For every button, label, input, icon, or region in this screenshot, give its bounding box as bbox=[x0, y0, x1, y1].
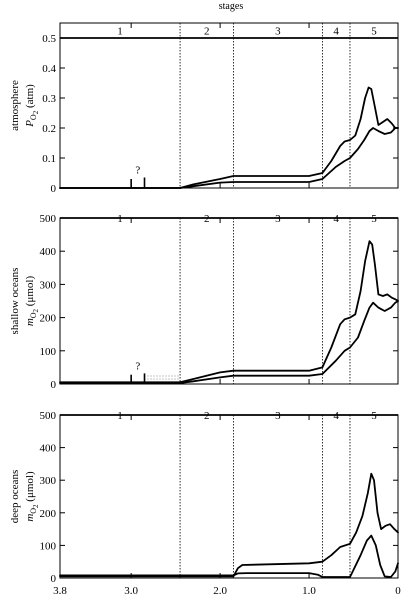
panel-frame bbox=[59, 217, 399, 385]
y-axis-label-line2: PO2 (atm) bbox=[24, 84, 40, 128]
x-tick-label: 1.0 bbox=[302, 585, 316, 597]
stippled-region bbox=[144, 374, 181, 384]
y-axis-label-line2: mO2 (μmol) bbox=[24, 471, 40, 522]
y-tick-label: 0 bbox=[51, 379, 57, 391]
series-line-2 bbox=[59, 472, 399, 578]
y-label-symbol: m bbox=[24, 514, 36, 522]
y-tick-label: 300 bbox=[40, 475, 57, 487]
y-tick-label: 200 bbox=[40, 313, 57, 325]
stage-label: 4 bbox=[333, 213, 339, 225]
stage-label: 2 bbox=[204, 410, 210, 422]
stages-header: stages bbox=[219, 1, 244, 12]
y-label-symbol: P bbox=[24, 120, 36, 128]
stage-label: 1 bbox=[117, 213, 123, 225]
y-axis-label-line1: atmosphere bbox=[9, 80, 21, 131]
y-label-unit: (atm) bbox=[24, 84, 36, 111]
y-tick-label: 0.4 bbox=[42, 63, 56, 75]
y-tick-label: 0 bbox=[51, 183, 57, 195]
y-tick-label: 0.1 bbox=[42, 153, 56, 165]
series-line-2 bbox=[59, 86, 399, 189]
series-line-1 bbox=[59, 300, 399, 384]
stage-label: 1 bbox=[117, 26, 123, 38]
stage-label: 3 bbox=[275, 26, 281, 38]
y-axis-label-line1: shallow oceans bbox=[9, 268, 21, 335]
y-label-unit: (μmol) bbox=[24, 471, 36, 504]
y-tick-label: 400 bbox=[40, 443, 57, 455]
panel-frame bbox=[59, 22, 399, 189]
stage-label: 2 bbox=[204, 26, 210, 38]
question-mark: ? bbox=[135, 360, 140, 372]
stage-label: 3 bbox=[275, 213, 281, 225]
stage-label: 5 bbox=[371, 26, 377, 38]
y-tick-label: 0 bbox=[51, 573, 57, 585]
y-tick-label: 400 bbox=[40, 246, 57, 258]
y-label-subscript-2: 2 bbox=[32, 110, 40, 114]
y-label-subscript-o: O bbox=[29, 508, 38, 514]
y-label-unit: (μmol) bbox=[24, 276, 36, 309]
stage-label: 3 bbox=[275, 410, 281, 422]
x-axis: 3.8 3.0 2.0 1.0 0 bbox=[53, 585, 401, 597]
y-label-subscript-2: 2 bbox=[32, 504, 40, 508]
y-tick-label: 0.3 bbox=[42, 93, 56, 105]
stage-label: 4 bbox=[333, 410, 339, 422]
x-tick-label: 2.0 bbox=[213, 585, 227, 597]
y-tick-label: 100 bbox=[40, 346, 57, 358]
x-tick-label: 3.0 bbox=[124, 585, 138, 597]
y-tick-label: 300 bbox=[40, 279, 57, 291]
y-axis-label-line2: mO2 (μmol) bbox=[24, 276, 40, 327]
y-label-symbol: m bbox=[24, 318, 36, 326]
stage-label: 5 bbox=[371, 213, 377, 225]
series-line-2 bbox=[59, 240, 399, 384]
x-tick-label: 0 bbox=[395, 585, 401, 597]
stage-label: 5 bbox=[371, 410, 377, 422]
y-tick-label: 500 bbox=[40, 410, 57, 422]
stage-label: 2 bbox=[204, 213, 210, 225]
x-tick-label: 3.8 bbox=[53, 585, 67, 597]
y-label-subscript-2: 2 bbox=[32, 308, 40, 312]
y-tick-label: 100 bbox=[40, 540, 57, 552]
stage-label: 4 bbox=[333, 26, 339, 38]
y-axis-label-line1: deep oceans bbox=[9, 470, 21, 523]
y-tick-label: 200 bbox=[40, 508, 57, 520]
y-tick-label: 500 bbox=[40, 213, 57, 225]
y-label-subscript-o: O bbox=[29, 114, 38, 120]
y-tick-label: 0.5 bbox=[42, 33, 56, 45]
stage-label: 1 bbox=[117, 410, 123, 422]
series-line-1 bbox=[59, 534, 399, 578]
panel-frame bbox=[59, 414, 399, 579]
y-tick-label: 0.2 bbox=[42, 123, 56, 135]
series-line-1 bbox=[59, 127, 399, 189]
y-label-subscript-o: O bbox=[29, 312, 38, 318]
question-mark: ? bbox=[135, 165, 140, 177]
